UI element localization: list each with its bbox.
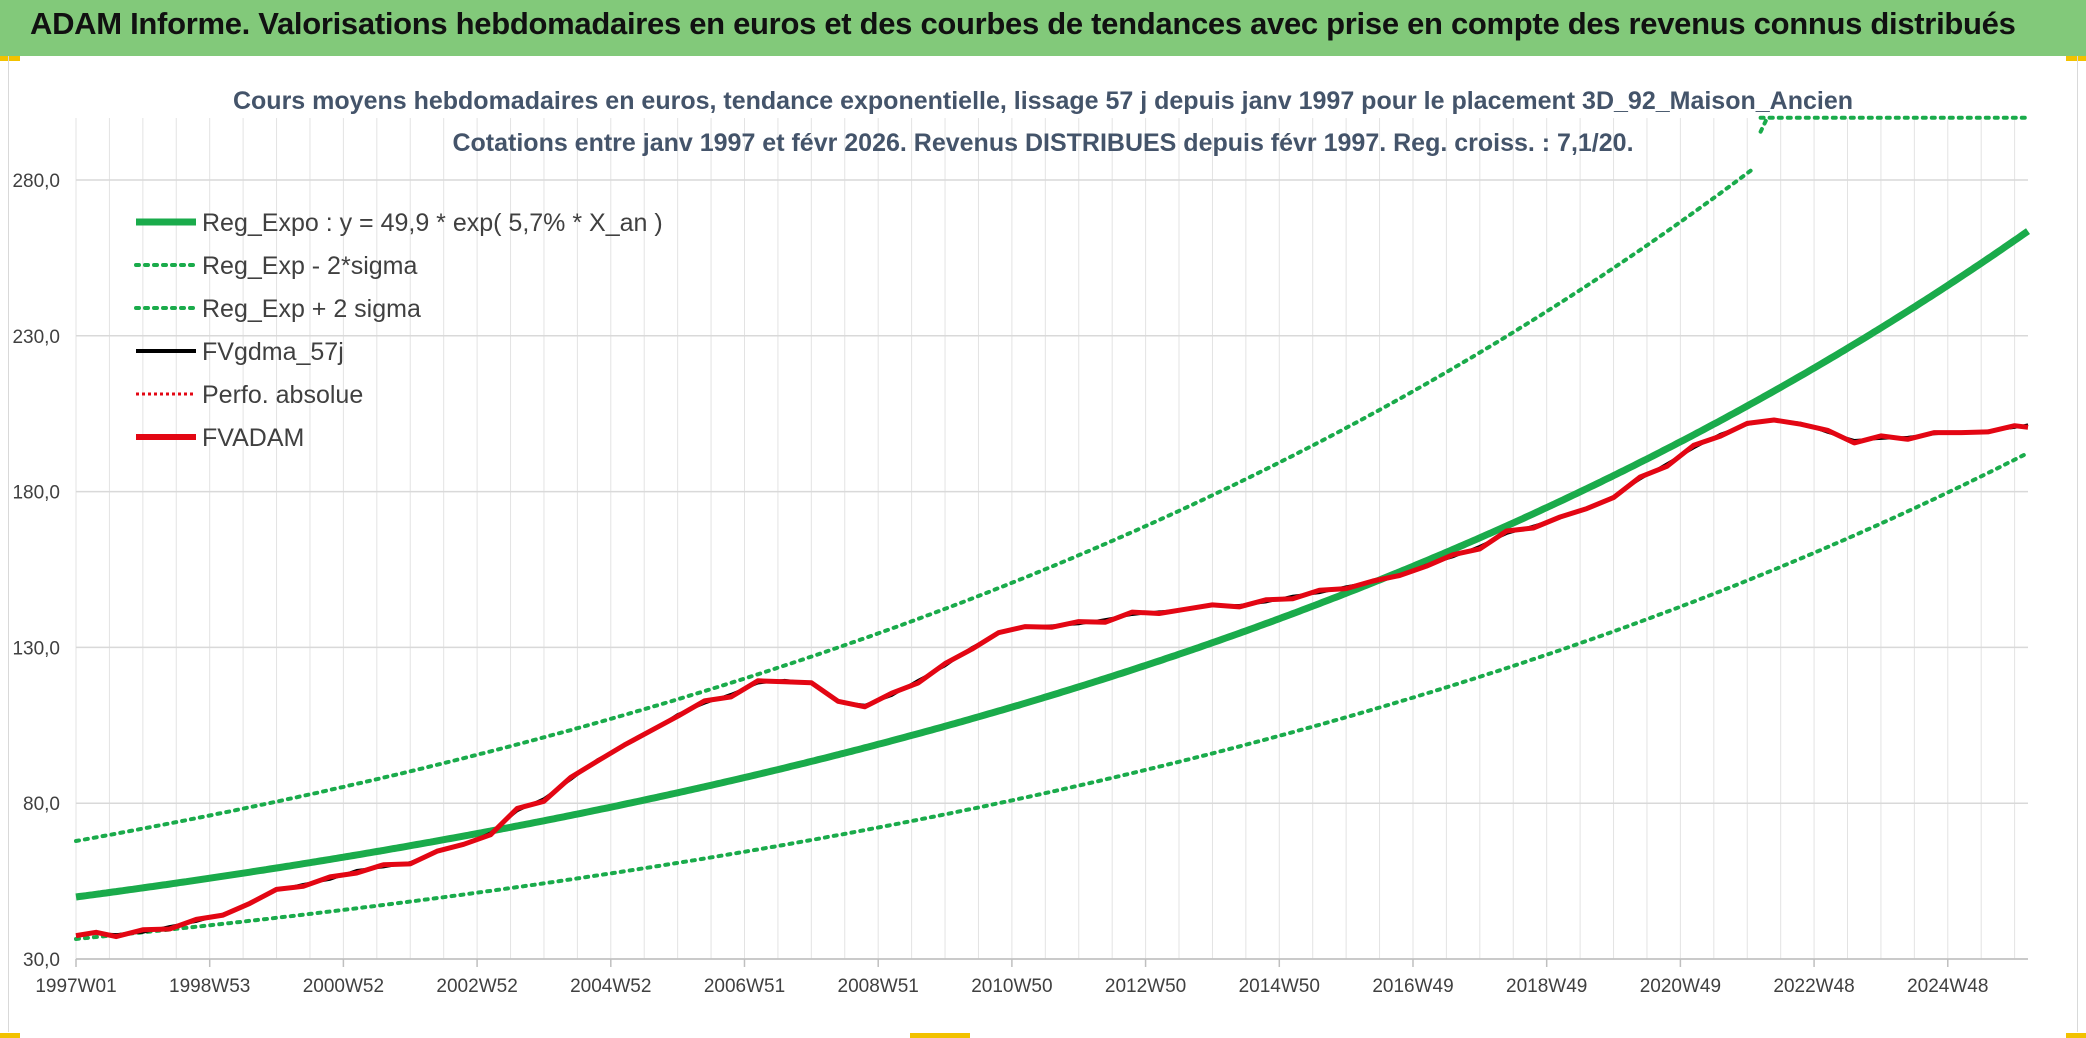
legend-label-low: Reg_Exp - 2*sigma: [202, 252, 417, 280]
x-tick-label: 2014W50: [1239, 976, 1320, 997]
y-tick-label: 130,0: [12, 638, 60, 659]
fvgdma-57j-line: [75, 418, 2029, 937]
corner-accent-top-right: [2066, 56, 2086, 61]
corner-accent-bottom-right: [2066, 1033, 2086, 1038]
x-tick-label: 2020W49: [1640, 976, 1721, 997]
legend-label-fvadam: FVADAM: [202, 424, 304, 452]
vertical-grid: [75, 118, 2016, 959]
x-tick-label: 2008W51: [838, 976, 919, 997]
x-tick-label: 2012W50: [1105, 976, 1186, 997]
report-title: ADAM Informe. Valorisations hebdomadaire…: [30, 6, 2016, 41]
corner-accent-top-left: [0, 56, 20, 61]
chart-legend: Reg_Expo : y = 49,9 * exp( 5,7% * X_an )…: [134, 209, 663, 452]
x-tick-label: 2016W49: [1372, 976, 1453, 997]
chart-title-line1: Cours moyens hebdomadaires en euros, ten…: [233, 87, 1853, 115]
x-tick-label: 2006W51: [704, 976, 785, 997]
reg-exp-minus-2sigma-line: [74, 450, 2030, 941]
x-tick-label: 2000W52: [303, 976, 384, 997]
y-tick-label: 280,0: [12, 171, 60, 192]
y-tick-label: 230,0: [12, 327, 60, 348]
x-tick-label: 2010W50: [971, 976, 1052, 997]
chart-frame: [8, 56, 2078, 1032]
x-axis-ticks: 1997W01 1998W53 2000W52 2002W52 2004W52 2006W…: [35, 959, 1988, 997]
x-tick-label: 1998W53: [169, 976, 250, 997]
reg-expo-line: [75, 228, 2031, 901]
legend-label-gdma: FVgdma_57j: [202, 338, 344, 366]
horizontal-grid: [76, 179, 2028, 960]
corner-accent-bottom-left: [0, 1033, 20, 1038]
reg-exp-plus-2sigma-line: [74, 115, 2030, 843]
x-tick-label: 2022W48: [1773, 976, 1854, 997]
x-tick-label: 2024W48: [1907, 976, 1988, 997]
y-tick-label: 180,0: [12, 483, 60, 504]
x-tick-label: 2002W52: [436, 976, 517, 997]
x-tick-label: 2018W49: [1506, 976, 1587, 997]
y-axis-ticks: 30,0 80,0 130,0 180,0 230,0 280,0: [12, 171, 60, 971]
fvadam-line: [75, 417, 2029, 940]
chart-title-line2: Cotations entre janv 1997 et févr 2026. …: [452, 129, 1633, 157]
x-tick-label: 1997W01: [35, 976, 116, 997]
legend-label-perfo: Perfo. absolue: [202, 381, 363, 409]
y-tick-label: 80,0: [23, 794, 60, 815]
legend-label-high: Reg_Exp + 2 sigma: [202, 295, 421, 323]
report-header: ADAM Informe. Valorisations hebdomadaire…: [0, 0, 2086, 56]
bottom-accent-mid: [910, 1033, 970, 1038]
legend-label-reg: Reg_Expo : y = 49,9 * exp( 5,7% * X_an ): [202, 209, 663, 237]
x-tick-label: 2004W52: [570, 976, 651, 997]
y-tick-label: 30,0: [23, 950, 60, 971]
